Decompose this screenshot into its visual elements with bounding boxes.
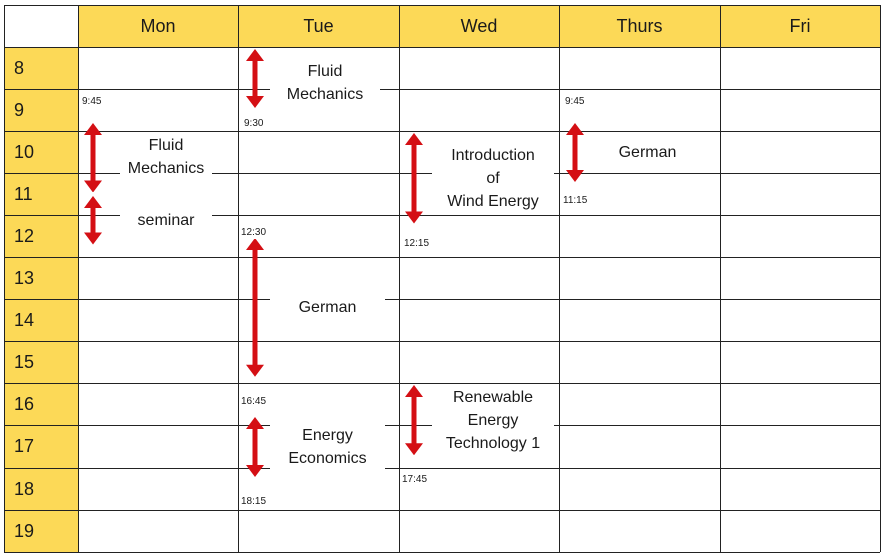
- day-header-thurs: Thurs: [559, 5, 720, 47]
- hour-label-10: 10: [4, 131, 78, 173]
- hour-label-15: 15: [4, 341, 78, 383]
- tue-fluid-title: Fluid Mechanics: [270, 60, 380, 106]
- wed-wind-title: Introduction of Wind Energy: [432, 143, 554, 213]
- tue-german-title-line: German: [298, 298, 357, 316]
- wed-renewable-end-time: 17:45: [402, 474, 428, 486]
- wed-wind-title-line: of: [486, 169, 500, 187]
- mon-fluid-title-line: Mechanics: [127, 160, 205, 178]
- tue-german-start-time: 12:30: [241, 227, 267, 239]
- hour-label-9: 9: [4, 89, 78, 131]
- tue-energy-econ-title-line: Economics: [288, 449, 367, 467]
- tue-fluid-duration-arrow: [246, 49, 264, 108]
- day-header-fri: Fri: [720, 5, 880, 47]
- wed-wind-end-time: 12:15: [404, 238, 430, 250]
- tue-energy-econ-duration-arrow: [246, 416, 264, 477]
- hour-label-13: 13: [4, 257, 78, 299]
- tue-energy-econ-end-time: 18:15: [241, 496, 267, 508]
- wed-renewable-title-line: Technology 1: [445, 434, 541, 452]
- hour-label-17: 17: [4, 425, 78, 468]
- thu-german-duration-arrow: [566, 122, 584, 182]
- thu-german-start-time: 9:45: [565, 96, 585, 108]
- tue-energy-econ-title-line: Energy: [302, 426, 353, 444]
- mon-fluid-start-time: 9:45: [82, 96, 102, 108]
- wed-renewable-title-line: Energy: [467, 411, 519, 429]
- wed-renewable-title-line: Renewable: [452, 388, 534, 406]
- mon-fluid-title: Fluid Mechanics: [120, 134, 212, 181]
- mon-seminar-title: seminar: [120, 208, 212, 232]
- thu-german-title: German: [595, 140, 700, 164]
- tue-fluid-title-line: Mechanics: [286, 86, 364, 103]
- tue-energy-econ-title: Energy Economics: [270, 423, 385, 470]
- mon-seminar-title-line: seminar: [137, 211, 195, 229]
- tue-german-title: German: [270, 295, 385, 319]
- wed-renewable-duration-arrow: [405, 385, 423, 456]
- wed-wind-title-line: Introduction: [451, 146, 535, 164]
- mon-fluid-title-line: Fluid: [148, 137, 184, 155]
- tue-energy-econ-start-time: 16:45: [241, 396, 267, 408]
- hour-label-18: 18: [4, 468, 78, 510]
- day-header-tue: Tue: [238, 5, 399, 47]
- hour-label-16: 16: [4, 383, 78, 425]
- hour-label-8: 8: [4, 47, 78, 89]
- tue-fluid-title-line: Fluid: [307, 63, 343, 80]
- wed-wind-duration-arrow: [405, 133, 423, 224]
- hour-label-11: 11: [4, 173, 78, 215]
- wed-renewable-title: Renewable Energy Technology 1: [432, 385, 554, 455]
- thu-german-end-time: 11:15: [563, 195, 588, 207]
- tue-german-duration-arrow: [246, 238, 264, 377]
- thu-german-title-line: German: [618, 143, 677, 161]
- mon-fluid-duration-arrow: [84, 122, 102, 192]
- mon-seminar-duration-arrow: [84, 196, 102, 245]
- hour-label-12: 12: [4, 215, 78, 257]
- corner-cell: [4, 5, 78, 47]
- day-header-mon: Mon: [78, 5, 238, 47]
- hour-label-14: 14: [4, 299, 78, 341]
- wed-wind-title-line: Wind Energy: [447, 192, 539, 210]
- tue-fluid-end-time: 9:30: [244, 118, 264, 130]
- hour-label-19: 19: [4, 510, 78, 552]
- day-header-wed: Wed: [399, 5, 559, 47]
